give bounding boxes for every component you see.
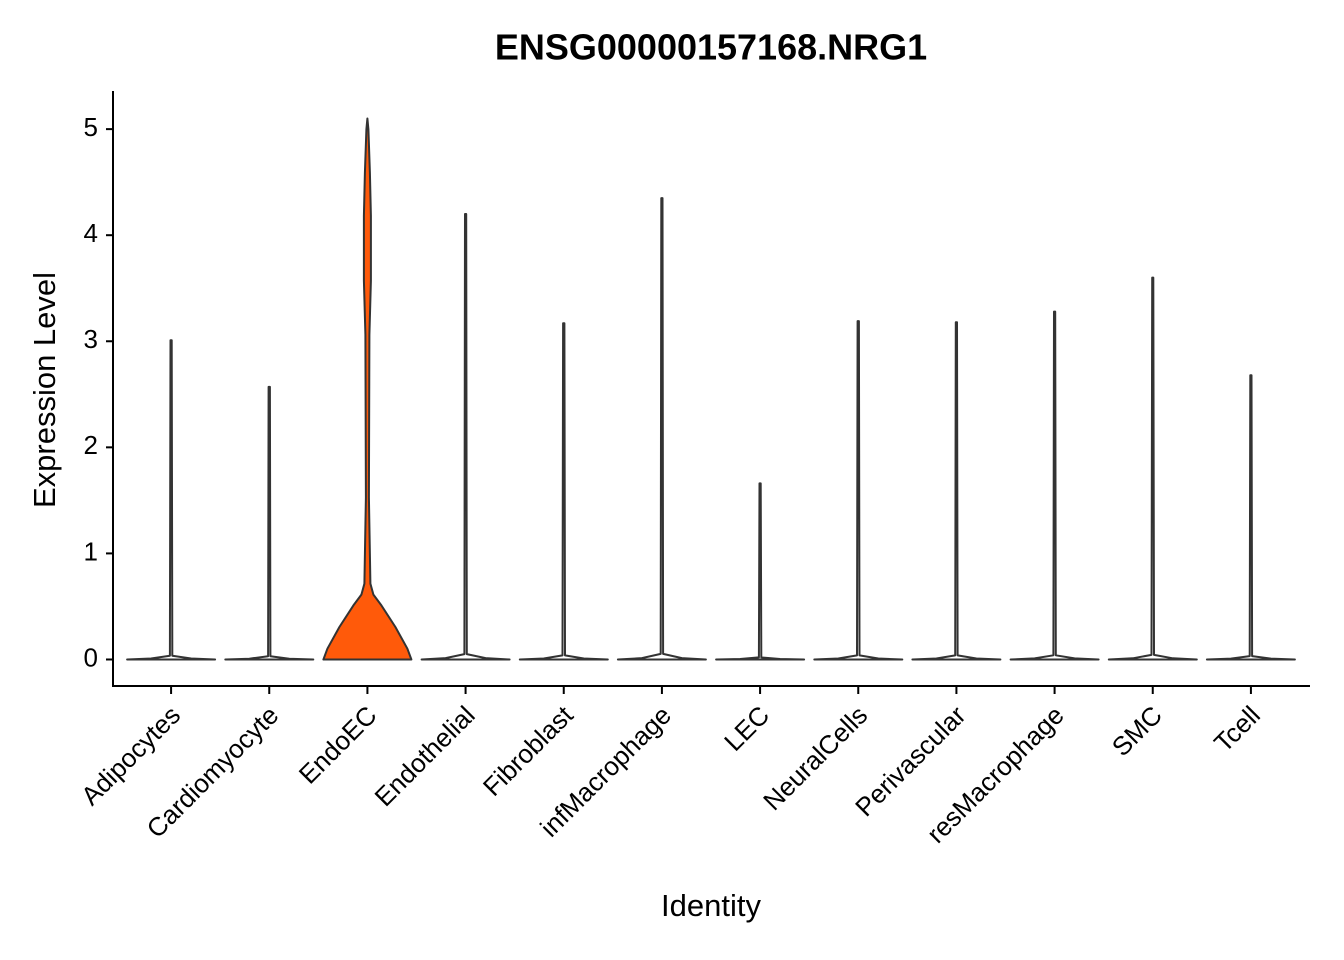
y-tick-label: 3: [84, 324, 98, 354]
x-tick-label: Tcell: [1208, 700, 1266, 758]
y-axis-label: Expression Level: [27, 272, 62, 508]
x-tick-label: LEC: [718, 700, 775, 757]
chart-title: ENSG00000157168.NRG1: [495, 27, 927, 68]
violin: [1009, 310, 1100, 661]
y-tick-label: 4: [84, 218, 98, 248]
violin: [1205, 374, 1296, 661]
x-axis-label: Identity: [661, 888, 761, 923]
y-tick-label: 2: [84, 430, 98, 460]
violin: [126, 339, 217, 661]
violin: [420, 213, 511, 661]
violin: [224, 385, 315, 661]
x-tick-label: SMC: [1106, 700, 1168, 762]
y-tick-label: 0: [84, 642, 98, 672]
violin: [322, 117, 413, 661]
violin: [518, 322, 609, 661]
violin: [1107, 276, 1198, 661]
y-tick-label: 5: [84, 112, 98, 142]
violin: [911, 321, 1002, 661]
x-tick-label: EndoEC: [293, 700, 383, 790]
x-tick-label: Fibroblast: [477, 699, 579, 801]
violin: [813, 320, 904, 661]
x-tick-label: Endothelial: [369, 700, 481, 812]
violin: [715, 482, 806, 661]
y-tick-label: 1: [84, 536, 98, 566]
violin: [616, 197, 707, 661]
